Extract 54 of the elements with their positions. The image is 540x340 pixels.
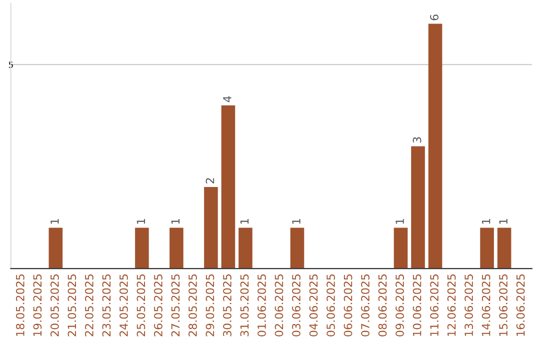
x-tick-label: 14.06.2025 <box>482 274 490 336</box>
x-tick-label: 15.06.2025 <box>499 274 508 336</box>
bar <box>204 187 218 269</box>
bar <box>411 146 425 269</box>
data-label: 1 <box>136 218 146 224</box>
bar <box>497 228 512 269</box>
x-tick-label: 09.06.2025 <box>396 274 404 336</box>
bar <box>480 228 494 269</box>
x-tick-label: 07.06.2025 <box>361 274 370 336</box>
data-label: 1 <box>292 218 300 224</box>
x-tick-label: 28.05.2025 <box>188 274 197 336</box>
x-tick-label: 24.05.2025 <box>120 274 128 336</box>
x-tick-label: 05.06.2025 <box>326 274 335 336</box>
x-tick-label: 04.06.2025 <box>309 274 318 336</box>
bar <box>48 228 63 269</box>
x-tick-label: 10.06.2025 <box>412 274 422 336</box>
data-label: 1 <box>50 218 59 224</box>
data-label: 2 <box>206 178 214 184</box>
data-label: 4 <box>223 96 232 102</box>
data-label: 1 <box>240 218 249 224</box>
x-tick-label: 23.05.2025 <box>102 274 111 336</box>
data-label: 3 <box>412 137 422 143</box>
bar <box>428 24 442 269</box>
bar <box>238 228 252 269</box>
x-tick-label: 01.06.2025 <box>258 274 266 336</box>
x-tick-label: 21.05.2025 <box>68 274 76 336</box>
bar <box>290 228 304 269</box>
x-tick-label: 25.05.2025 <box>136 274 146 336</box>
data-label: 1 <box>482 218 490 224</box>
data-label: 6 <box>430 14 438 20</box>
x-tick-label: 03.06.2025 <box>292 274 300 336</box>
x-tick-label: 27.05.2025 <box>171 274 180 336</box>
x-tick-label: 12.06.2025 <box>447 274 456 336</box>
x-tick-label: 29.05.2025 <box>206 274 214 336</box>
x-tick-label: 18.05.2025 <box>16 274 24 336</box>
x-tick-label: 08.06.2025 <box>378 274 387 336</box>
x-tick-label: 13.06.2025 <box>464 274 474 336</box>
x-tick-label: 26.05.2025 <box>154 274 162 336</box>
x-tick-label: 20.05.2025 <box>50 274 59 336</box>
bar <box>135 228 149 269</box>
x-tick-label: 06.06.2025 <box>344 274 352 336</box>
x-tick-label: 19.05.2025 <box>33 274 42 336</box>
x-tick-label: 02.06.2025 <box>274 274 284 336</box>
data-label: 1 <box>499 218 508 224</box>
bar <box>170 228 184 269</box>
x-tick-label: 31.05.2025 <box>240 274 249 336</box>
x-tick-label: 11.06.2025 <box>430 274 438 336</box>
data-label: 1 <box>171 218 180 224</box>
bar <box>394 228 408 269</box>
bar <box>221 105 236 269</box>
x-tick-label: 16.06.2025 <box>516 274 525 336</box>
x-tick-label: 30.05.2025 <box>223 274 232 336</box>
data-label: 1 <box>396 218 404 224</box>
x-tick-label: 22.05.2025 <box>84 274 94 336</box>
